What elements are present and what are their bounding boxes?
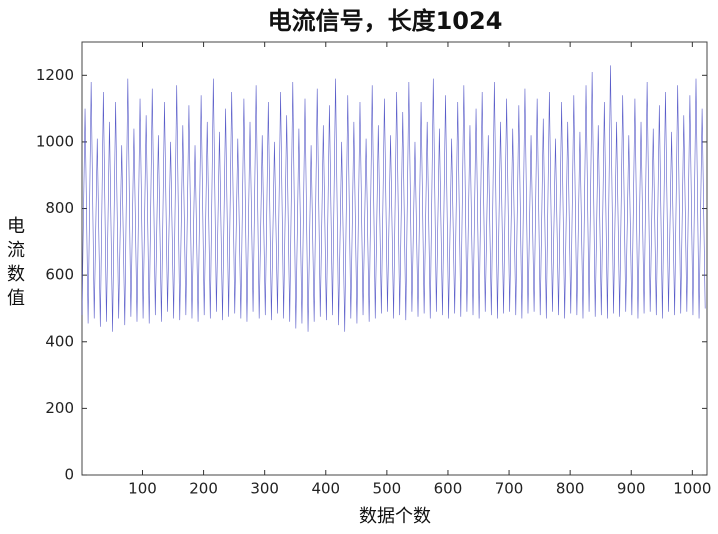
x-tick-label: 700 — [495, 480, 524, 498]
x-tick-label: 300 — [250, 480, 279, 498]
x-tick-label: 1000 — [673, 480, 711, 498]
y-axis-label: 电流数值 — [4, 216, 25, 312]
x-tick-label: 500 — [373, 480, 402, 498]
y-tick-label: 800 — [45, 199, 74, 217]
y-tick-label: 600 — [45, 266, 74, 284]
x-tick-label: 200 — [189, 480, 218, 498]
x-tick-label: 400 — [311, 480, 340, 498]
chart-title: 电流信号，长度1024 — [268, 7, 503, 35]
plot-frame — [81, 41, 708, 476]
y-tick-label: 200 — [45, 399, 74, 417]
x-axis-label: 数据个数 — [359, 506, 431, 527]
x-tick-label: 600 — [434, 480, 463, 498]
y-tick-label: 1200 — [36, 66, 74, 84]
x-tick-label: 100 — [128, 480, 157, 498]
signal-line — [81, 65, 706, 332]
x-tick-label: 900 — [617, 480, 646, 498]
y-tick-label: 400 — [45, 332, 74, 350]
y-tick-label: 1000 — [36, 132, 74, 150]
y-tick-label: 0 — [64, 466, 74, 484]
x-tick-label: 800 — [556, 480, 585, 498]
